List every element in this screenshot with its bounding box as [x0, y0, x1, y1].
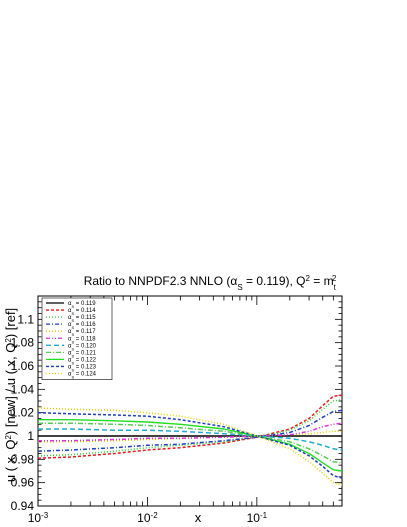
plot-area: 0.94 0.96 0.98 1 1.02 1.04 1.06 1.08 1.1 10-3 10-2… — [11, 295, 343, 526]
legend-label: αS = 0.118 — [68, 336, 96, 344]
series-line-0.114 — [37, 394, 343, 459]
y-tick-label: 0.96 — [11, 476, 35, 490]
x-tick-label: 10-3 — [28, 511, 49, 526]
legend-label: αS = 0.122 — [68, 357, 97, 365]
legend-label: αS = 0.115 — [68, 315, 96, 323]
title-alpha: α — [230, 274, 237, 288]
ylabel-part3: ) [ref] — [3, 308, 18, 338]
series-line-0.123 — [37, 411, 343, 479]
y-tick-label: 0.98 — [11, 452, 35, 466]
y-tick-label: 1.02 — [11, 406, 35, 420]
series-line-0.116 — [37, 409, 343, 452]
x-tick-label: 10-1 — [247, 511, 268, 526]
legend-label: αS = 0.119 — [68, 301, 96, 309]
legend-label: αS = 0.121 — [68, 350, 97, 358]
legend-label: αS = 0.116 — [68, 322, 96, 330]
y-axis-label: u ( x, Q2) [new] / u ( x, Q2) [ref] — [3, 308, 18, 482]
series-line-0.117 — [38, 430, 342, 443]
legend-label: αS = 0.124 — [68, 372, 97, 380]
x-tick-label: 10-2 — [137, 511, 158, 526]
title-q-sup: 2 — [306, 274, 311, 283]
series-line-0.122 — [38, 419, 343, 472]
ylabel-part2: ) [new] / u ( x, Q — [3, 343, 18, 435]
legend-label: αS = 0.117 — [68, 329, 96, 337]
title-eq: = m — [310, 274, 334, 288]
y-tick-label: 1 — [27, 429, 34, 443]
series-line-0.120 — [38, 428, 343, 451]
y-tick-label: 0.94 — [11, 499, 35, 513]
title-alpha-val: = 0.119), Q — [243, 274, 306, 288]
y-tick-label: 1.06 — [11, 359, 35, 373]
y-tick-label: 1.04 — [11, 382, 35, 396]
title-main: Ratio to NNPDF2.3 NNLO ( — [84, 274, 231, 288]
ylabel-sup2: 2 — [4, 338, 13, 343]
title-alpha-sub: S — [237, 283, 242, 292]
legend-label: αS = 0.120 — [68, 343, 97, 351]
series-line-0.115 — [37, 399, 343, 457]
x-axis-label: x — [195, 510, 202, 525]
y-tick-label: 1.08 — [11, 336, 35, 350]
y-tick-label: 1.1 — [17, 312, 34, 326]
series-line-0.121 — [38, 422, 343, 464]
series-line-0.124 — [37, 407, 343, 486]
ylabel-sup1: 2 — [4, 435, 13, 440]
series-line-0.118 — [38, 422, 343, 442]
legend-label: αS = 0.123 — [68, 364, 97, 372]
chart-title: Ratio to NNPDF2.3 NNLO (αS = 0.119), Q2 … — [84, 274, 337, 292]
ylabel-part1: u ( x, Q — [3, 440, 18, 483]
legend-label: αS = 0.114 — [68, 308, 96, 316]
title-m-sup: 2 — [332, 274, 337, 283]
title-m-sub: t — [334, 283, 337, 292]
